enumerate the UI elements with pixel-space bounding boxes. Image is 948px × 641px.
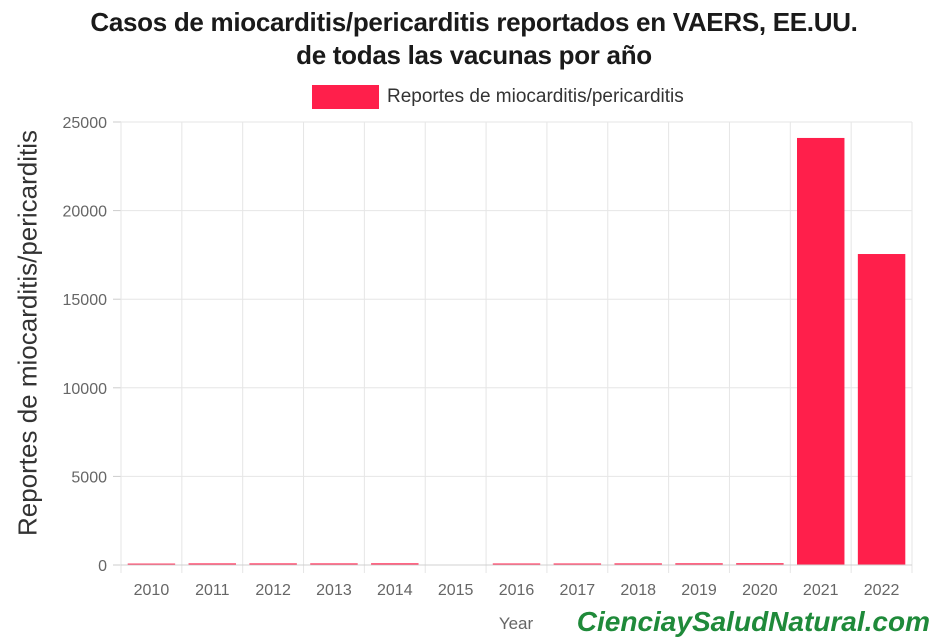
x-tick-label: 2015 (438, 582, 474, 599)
bar-2014 (371, 563, 419, 565)
y-tick-label: 5000 (71, 469, 107, 486)
bar-2011 (188, 563, 236, 565)
bar-2016 (492, 563, 541, 565)
x-tick-label: 2019 (681, 582, 717, 599)
y-tick-label: 15000 (63, 292, 108, 309)
y-tick-label: 20000 (63, 204, 108, 221)
x-tick-label: 2022 (864, 582, 900, 599)
bar-2012 (249, 563, 297, 565)
y-axis-label: Reportes de miocarditis/pericarditis (12, 129, 43, 537)
bar-2017 (553, 563, 602, 565)
y-tick-label: 10000 (63, 381, 108, 398)
x-tick-label: 2020 (742, 582, 778, 599)
x-tick-label: 2010 (134, 582, 170, 599)
bar-2018 (614, 563, 662, 565)
watermark: CienciaySaludNatural.com (576, 606, 930, 637)
bar-2021 (797, 137, 845, 565)
x-tick-label: 2017 (560, 582, 596, 599)
y-tick-label: 25000 (63, 115, 108, 132)
bar-2019 (675, 563, 723, 565)
bar-2013 (310, 563, 358, 565)
bar-2010 (127, 563, 176, 565)
x-tick-label: 2014 (377, 582, 413, 599)
x-tick-label: 2016 (499, 582, 535, 599)
bar-2022 (857, 254, 906, 565)
chart-title-block: Casos de miocarditis/pericarditis report… (0, 6, 948, 72)
legend-swatch (312, 85, 379, 109)
legend: Reportes de miocarditis/pericarditis (312, 84, 684, 110)
x-tick-label: 2013 (316, 582, 352, 599)
chart-subtitle: de todas las vacunas por año (296, 40, 652, 70)
x-axis-label: Year (498, 614, 534, 633)
bar-2020 (736, 563, 784, 565)
x-tick-label: 2011 (195, 582, 230, 599)
x-tick-label: 2018 (620, 582, 656, 599)
chart-title: Casos de miocarditis/pericarditis report… (90, 7, 858, 37)
legend-label: Reportes de miocarditis/pericarditis (387, 86, 684, 107)
y-tick-label: 0 (98, 558, 107, 575)
x-tick-label: 2021 (803, 582, 839, 599)
x-tick-label: 2012 (255, 582, 291, 599)
